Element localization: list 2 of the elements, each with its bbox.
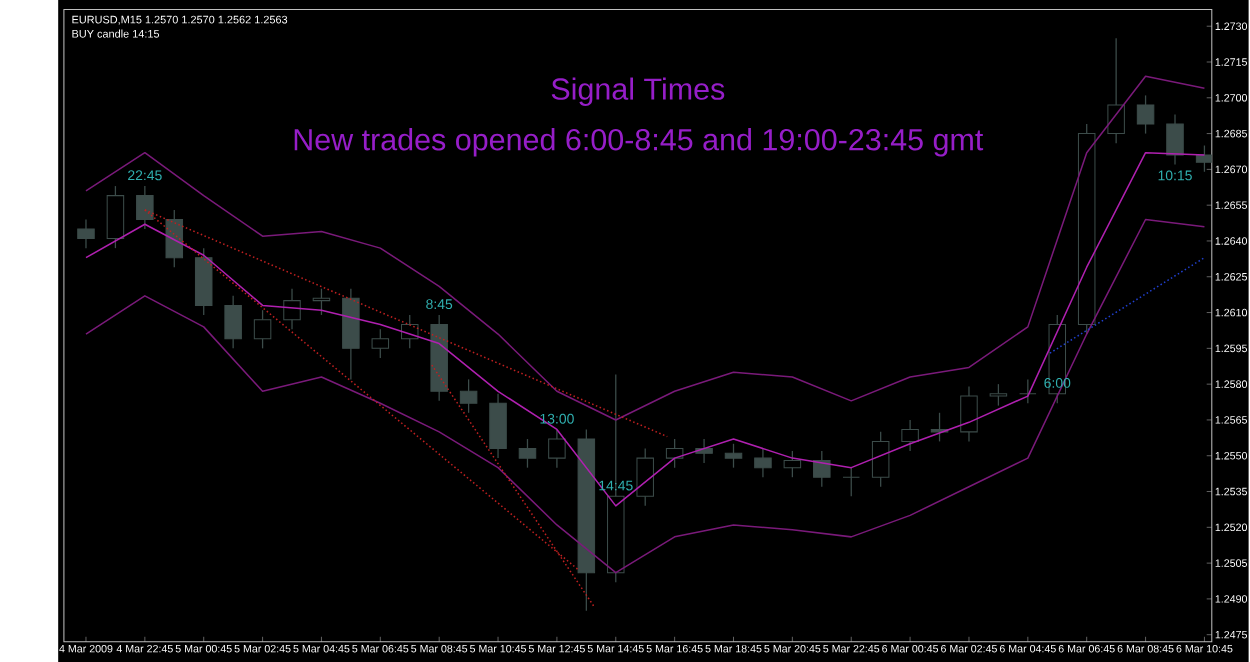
text: New trades opened 6:00-8:45 and 19:00-23:45 gmt (294, 127, 984, 157)
text: Signal Times (551, 77, 725, 106)
